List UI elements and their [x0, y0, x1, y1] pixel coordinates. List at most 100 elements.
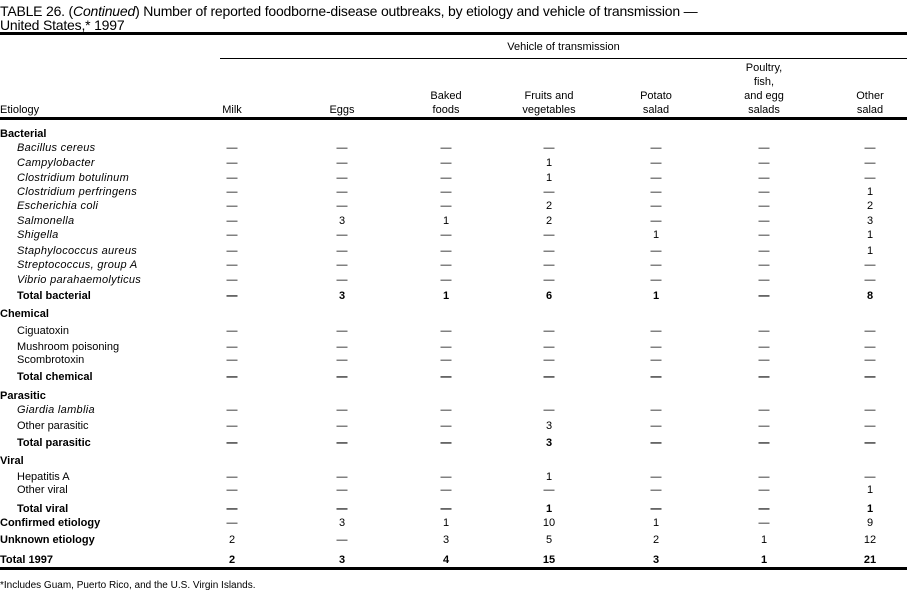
- table-cell: —: [226, 420, 238, 432]
- header-rule: [0, 117, 907, 120]
- group-rule: [220, 58, 907, 59]
- row-label: Total chemical: [17, 371, 93, 383]
- table-cell: —: [543, 274, 555, 286]
- row-label: Total 1997: [0, 554, 53, 566]
- table-cell: 2: [228, 554, 236, 566]
- table-cell: —: [440, 437, 452, 449]
- table-cell: —: [758, 341, 770, 353]
- table-cell: 3: [652, 554, 660, 566]
- column-header: fish,: [753, 76, 775, 88]
- section-header: Parasitic: [0, 389, 907, 403]
- table-cell: —: [758, 503, 770, 515]
- row-label: Streptococcus, group A: [17, 259, 138, 271]
- table-cell: —: [336, 245, 348, 257]
- table-cell: —: [650, 341, 662, 353]
- table-cell: —: [650, 142, 662, 154]
- row-label: Unknown etiology: [0, 534, 95, 546]
- column-header: Other: [856, 90, 884, 102]
- table-cell: 3: [338, 290, 346, 302]
- row-label: Mushroom poisoning: [17, 341, 120, 353]
- table-cell: —: [226, 503, 238, 515]
- table-cell: —: [650, 186, 662, 198]
- table-cell: —: [336, 172, 348, 184]
- table-cell: —: [864, 341, 876, 353]
- column-header: and egg: [744, 90, 784, 102]
- row-label: Clostridium botulinum: [17, 172, 130, 184]
- table-cell: —: [336, 404, 348, 416]
- table-cell: 1: [442, 290, 450, 302]
- table-cell: —: [543, 245, 555, 257]
- row-label: Confirmed etiology: [0, 517, 101, 529]
- table-cell: —: [650, 503, 662, 515]
- table-cell: —: [864, 274, 876, 286]
- table-cell: —: [336, 186, 348, 198]
- table-cell: —: [650, 404, 662, 416]
- etiology-header: Etiology: [0, 104, 40, 116]
- table-cell: —: [543, 186, 555, 198]
- row-label: Escherichia coli: [17, 200, 99, 212]
- row-label: Chemical: [0, 308, 49, 320]
- table-cell: —: [758, 229, 770, 241]
- table-row: Mushroom poisoning — — — — — — —: [0, 340, 907, 354]
- section-header: Viral: [0, 454, 907, 468]
- column-header: Fruits and: [524, 90, 574, 102]
- table-cell: —: [758, 371, 770, 383]
- table-cell: 15: [542, 554, 556, 566]
- table-cell: —: [650, 471, 662, 483]
- row-label: Total viral: [17, 503, 69, 515]
- row-label: Clostridium perfringens: [17, 186, 137, 198]
- table-row: Ciguatoxin — — — — — — —: [0, 324, 907, 338]
- table-cell: —: [440, 354, 452, 366]
- table-row: Other parasitic — — — 3 — — —: [0, 419, 907, 433]
- column-header: foods: [432, 104, 460, 116]
- table-cell: —: [226, 245, 238, 257]
- table-row: Bacillus cereus — — — — — — —: [0, 141, 907, 155]
- table-cell: —: [543, 142, 555, 154]
- table-cell: —: [226, 229, 238, 241]
- table-cell: —: [650, 157, 662, 169]
- column-header: salad: [642, 104, 670, 116]
- table-row: Total viral — — — 1 — — 1: [0, 502, 907, 516]
- table-cell: 1: [652, 229, 660, 241]
- table-cell: —: [226, 142, 238, 154]
- table-cell: —: [440, 142, 452, 154]
- vehicle-group-label: Vehicle of transmission: [507, 41, 620, 53]
- table-cell: —: [336, 341, 348, 353]
- title-prefix: TABLE 26. (: [0, 3, 74, 19]
- table-cell: —: [226, 186, 238, 198]
- table-cell: —: [336, 420, 348, 432]
- table-cell: —: [336, 325, 348, 337]
- table-cell: —: [226, 371, 238, 383]
- table-row: Hepatitis A — — — 1 — — —: [0, 470, 907, 484]
- table-cell: —: [440, 172, 452, 184]
- table-cell: 2: [545, 215, 553, 227]
- top-rule: [0, 32, 907, 35]
- table-cell: —: [336, 437, 348, 449]
- title-line2: United States,* 1997: [0, 17, 125, 33]
- table-cell: 4: [442, 554, 450, 566]
- table-cell: —: [440, 157, 452, 169]
- table-cell: 3: [338, 517, 346, 529]
- table-cell: —: [226, 341, 238, 353]
- table-cell: 6: [545, 290, 553, 302]
- title-continued: Continued: [73, 3, 136, 19]
- table-cell: —: [758, 420, 770, 432]
- column-header: salads: [748, 104, 780, 116]
- table-cell: —: [864, 172, 876, 184]
- table-cell: 5: [545, 534, 553, 546]
- table-row: Total chemical — — — — — — —: [0, 370, 907, 384]
- column-header: vegetables: [522, 104, 576, 116]
- table-cell: —: [650, 484, 662, 496]
- table-cell: —: [543, 484, 555, 496]
- table-cell: —: [336, 371, 348, 383]
- table-cell: —: [336, 200, 348, 212]
- table-cell: —: [226, 484, 238, 496]
- table-row: Confirmed etiology — 3 1 10 1 — 9: [0, 516, 907, 530]
- table-cell: —: [440, 245, 452, 257]
- table-cell: —: [440, 420, 452, 432]
- table-cell: —: [864, 354, 876, 366]
- table-cell: 2: [652, 534, 660, 546]
- table-row: Streptococcus, group A — — — — — — —: [0, 258, 907, 272]
- row-label: Bacillus cereus: [17, 142, 96, 154]
- table-cell: —: [440, 404, 452, 416]
